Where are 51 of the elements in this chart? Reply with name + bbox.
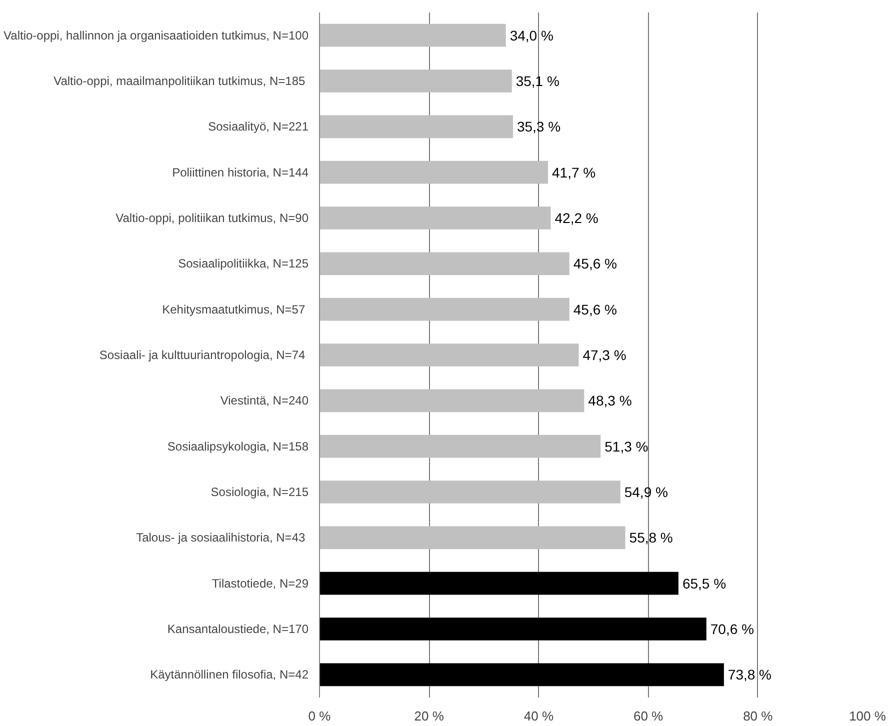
x-tick-label: 0 % (308, 708, 332, 724)
data-label: 45,6 % (573, 301, 617, 318)
bar (320, 663, 724, 686)
bar (320, 434, 601, 458)
data-label: 73,8 % (728, 666, 772, 683)
data-label: 42,2 % (554, 210, 598, 226)
y-tick-label: Viestintä, N=240 (220, 394, 309, 408)
bar (320, 298, 570, 321)
bar (320, 389, 584, 412)
data-label: 70,6 % (710, 621, 754, 637)
data-label: 54,9 % (624, 484, 668, 500)
bar (320, 160, 548, 184)
x-tick-label: 100 % (849, 708, 886, 724)
y-tick-label: Poliittinen historia, N=144 (172, 165, 309, 180)
data-label: 47,3 % (582, 347, 626, 363)
y-tick-label: Sosiaalipsykologia, N=158 (167, 439, 309, 454)
data-label: 41,7 % (552, 164, 596, 180)
bar (320, 526, 626, 550)
data-label: 48,3 % (588, 392, 632, 409)
y-tick-label: Sosiaali- ja kulttuuriantropologia, N=74 (99, 348, 306, 362)
data-label: 35,3 % (516, 118, 561, 135)
y-tick-label: Sosiaalityö, N=221 (208, 120, 309, 134)
y-tick-label: Tilastotiede, N=29 (212, 576, 309, 590)
bar (320, 344, 579, 366)
x-tick-label: 80 % (743, 708, 774, 724)
y-tick-label: Talous- ja sosiaalihistoria, N=43 (136, 530, 306, 545)
x-tick-label: 20 % (414, 708, 444, 724)
data-label: 51,3 % (604, 438, 648, 454)
data-label: 34,0 % (510, 27, 554, 44)
data-label: 55,8 % (629, 530, 673, 546)
y-tick-label: Valtio-oppi, maailmanpolitiikan tutkimus, N=185 (54, 74, 306, 88)
y-tick-label: Käytännöllinen filosofia, N=42 (150, 668, 309, 682)
y-tick-label: Kehitysmaatutkimus, N=57 (162, 302, 306, 316)
x-tick-label: 60 % (633, 708, 664, 724)
y-tick-label: Valtio-oppi, hallinnon ja organisaatioiden tutkimus, N=100 (4, 28, 309, 42)
y-tick-label: Sosiologia, N=215 (210, 485, 309, 499)
y-tick-label: Sosiaalipolitiikka, N=125 (178, 256, 309, 271)
bar (320, 70, 512, 92)
bar (320, 252, 570, 276)
x-tick-label: 40 % (524, 708, 554, 724)
data-label: 65,5 % (682, 575, 726, 592)
bar (320, 24, 506, 47)
bar (320, 618, 706, 640)
data-label: 35,1 % (516, 73, 560, 89)
bar (320, 206, 551, 230)
data-label: 45,6 % (573, 256, 617, 272)
bar (320, 572, 678, 595)
bar (320, 480, 620, 504)
bar (320, 115, 513, 138)
y-tick-label: Kansantaloustiede, N=170 (167, 622, 309, 636)
y-tick-label: Valtio-oppi, politiikan tutkimus, N=90 (116, 211, 309, 225)
